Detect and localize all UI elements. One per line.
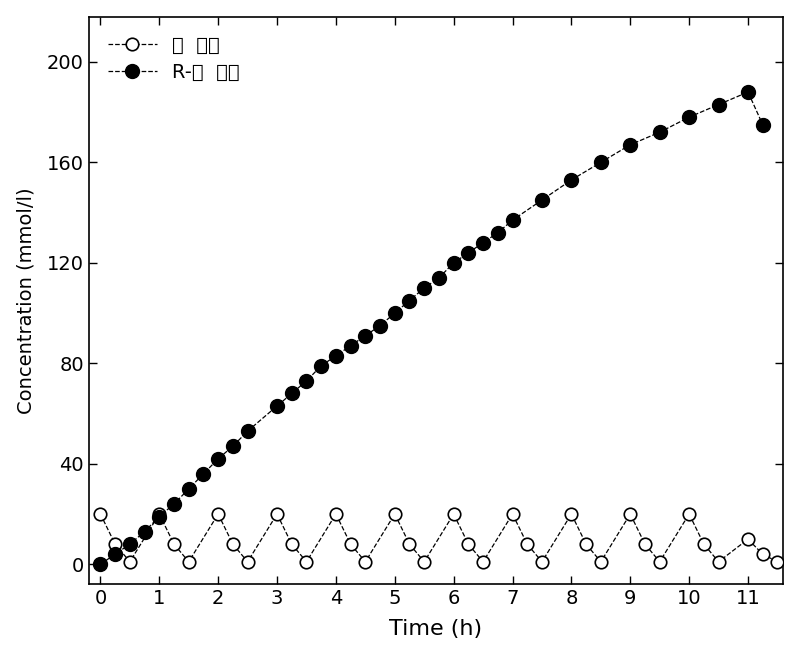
Y-axis label: Concentration (mmol/l): Concentration (mmol/l) [17, 187, 36, 414]
Legend: 扁  桃脻, R-扁  桃酸: 扁 桃脻, R-扁 桃酸 [98, 26, 250, 92]
X-axis label: Time (h): Time (h) [390, 619, 482, 640]
